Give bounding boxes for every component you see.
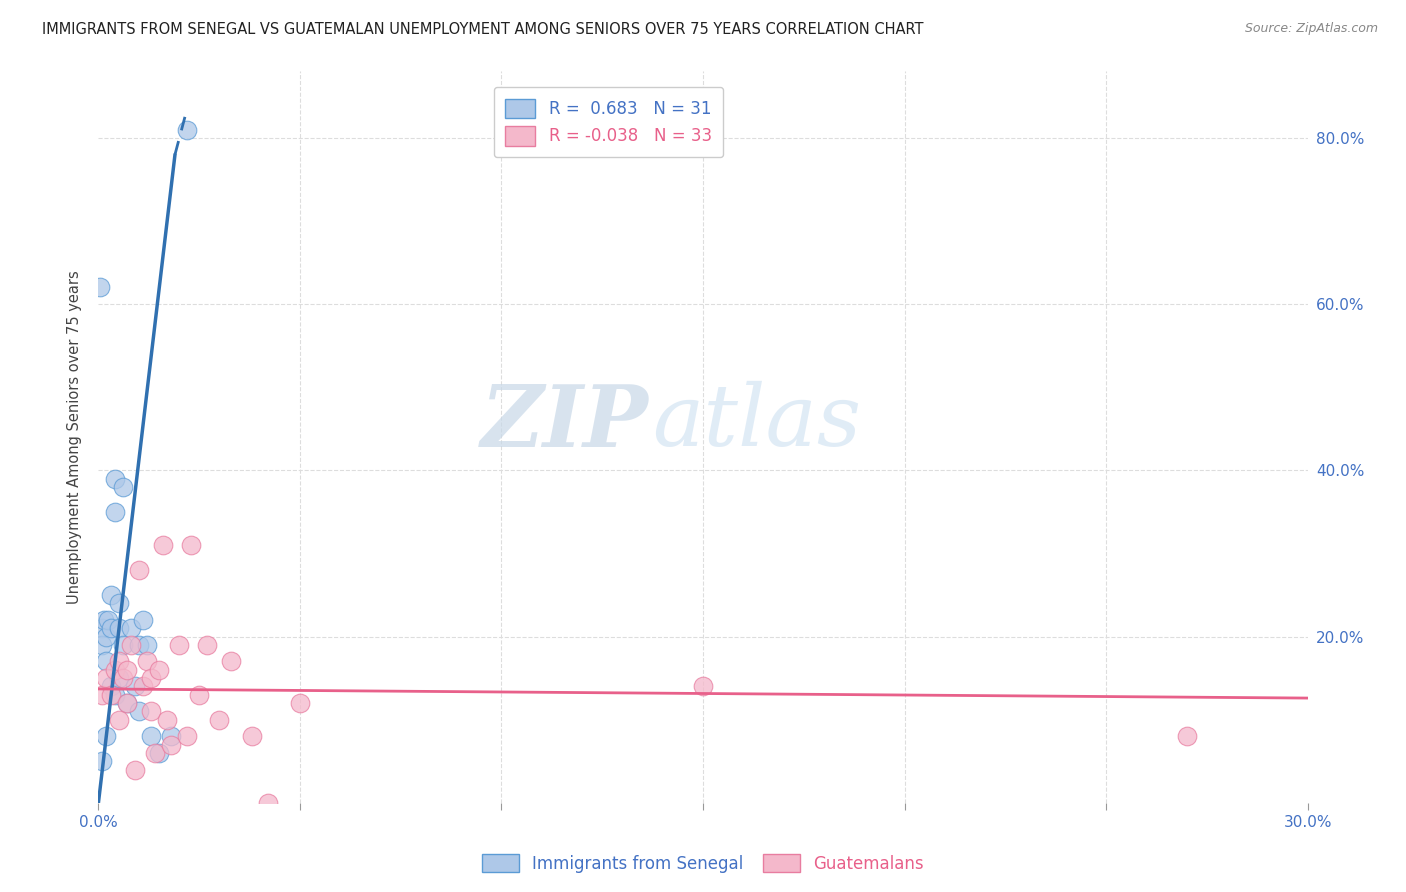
Point [156, 713, 179, 727]
Point [152, 538, 174, 552]
Point [167, 638, 190, 652]
Point [103, 663, 125, 677]
Point [120, 638, 142, 652]
Point [160, 729, 183, 743]
Point [103, 505, 125, 519]
Point [100, 680, 122, 694]
Point [111, 671, 134, 685]
Text: atlas: atlas [652, 381, 862, 464]
Point [124, 680, 146, 694]
Point [91, 754, 114, 768]
Point [288, 696, 311, 710]
Point [240, 729, 263, 743]
Point [124, 763, 146, 777]
Point [107, 713, 129, 727]
Point [115, 696, 138, 710]
Point [135, 655, 157, 669]
Point [128, 638, 150, 652]
Point [692, 680, 714, 694]
Point [148, 663, 170, 677]
Point [208, 713, 231, 727]
Point [128, 705, 150, 719]
Point [107, 621, 129, 635]
Text: IMMIGRANTS FROM SENEGAL VS GUATEMALAN UNEMPLOYMENT AMONG SENIORS OVER 75 YEARS C: IMMIGRANTS FROM SENEGAL VS GUATEMALAN UN… [42, 22, 924, 37]
Point [221, 655, 243, 669]
Point [100, 621, 122, 635]
Legend: R =  0.683   N = 31, R = -0.038   N = 33: R = 0.683 N = 31, R = -0.038 N = 33 [494, 87, 724, 157]
Point [111, 480, 134, 494]
Point [132, 613, 155, 627]
Point [107, 671, 129, 685]
Legend: Immigrants from Senegal, Guatemalans: Immigrants from Senegal, Guatemalans [475, 847, 931, 880]
Point [143, 746, 166, 760]
Point [107, 655, 129, 669]
Point [176, 729, 198, 743]
Point [96, 655, 118, 669]
Point [139, 671, 162, 685]
Point [139, 705, 162, 719]
Point [188, 688, 211, 702]
Point [115, 663, 138, 677]
Y-axis label: Unemployment Among Seniors over 75 years: Unemployment Among Seniors over 75 years [67, 270, 83, 604]
Point [103, 472, 125, 486]
Point [139, 729, 162, 743]
Point [100, 588, 122, 602]
Point [91, 638, 114, 652]
Point [100, 688, 122, 702]
Point [160, 738, 183, 752]
Point [96, 671, 118, 685]
Point [107, 596, 129, 610]
Point [93, 613, 115, 627]
Point [91, 688, 114, 702]
Point [195, 638, 218, 652]
Point [1175, 729, 1198, 743]
Point [132, 680, 155, 694]
Point [120, 621, 142, 635]
Point [97, 613, 120, 627]
Point [256, 796, 278, 810]
Point [96, 630, 118, 644]
Point [91, 621, 114, 635]
Point [180, 538, 202, 552]
Text: ZIP: ZIP [481, 381, 648, 464]
Point [96, 729, 118, 743]
Point [103, 688, 125, 702]
Point [89, 280, 111, 294]
Point [115, 696, 138, 710]
Point [135, 638, 157, 652]
Point [111, 638, 134, 652]
Point [148, 746, 170, 760]
Point [176, 122, 198, 136]
Text: Source: ZipAtlas.com: Source: ZipAtlas.com [1244, 22, 1378, 36]
Point [128, 563, 150, 577]
